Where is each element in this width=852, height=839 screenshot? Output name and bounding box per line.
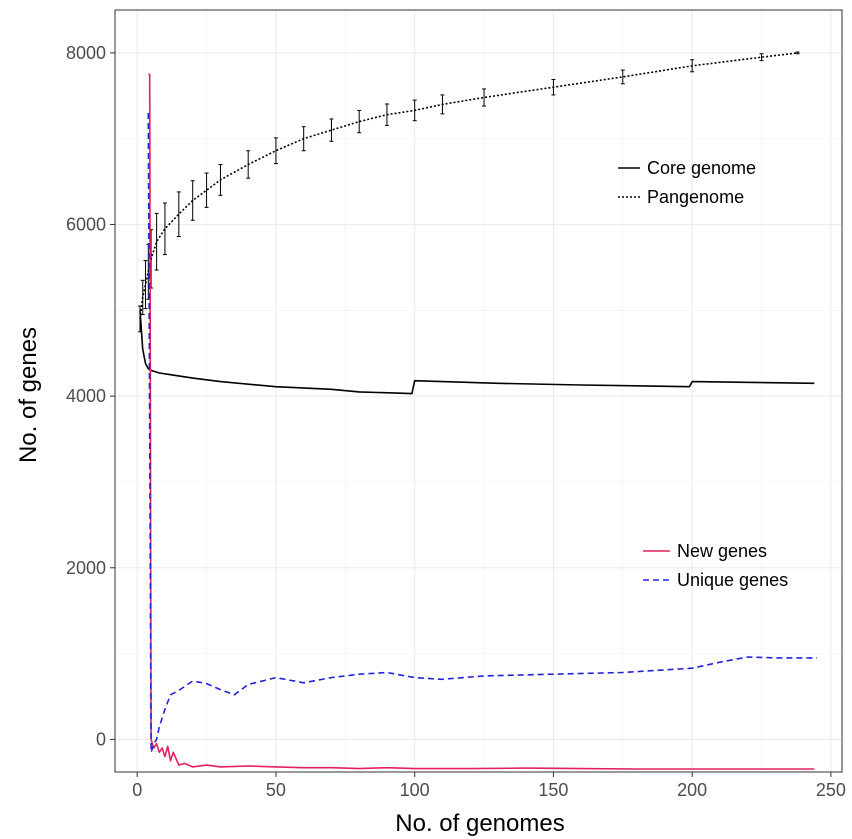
legend-pan-label: Pangenome (647, 187, 744, 207)
core-line (139, 310, 815, 395)
legend-bottom: New genes Unique genes (643, 541, 788, 590)
x-tick-label: 0 (132, 780, 142, 800)
x-tick-label: 200 (677, 780, 707, 800)
y-tick-label: 6000 (66, 215, 106, 235)
y-tick-label: 4000 (66, 386, 106, 406)
grid (115, 10, 842, 772)
panel-border (114, 9, 843, 773)
legend-new-label: New genes (677, 541, 767, 561)
x-tick-label: 100 (400, 780, 430, 800)
panel-background (115, 10, 842, 772)
x-axis-title: No. of genomes (395, 810, 564, 837)
pan-line (139, 52, 798, 320)
y-tick-label: 2000 (66, 558, 106, 578)
x-tick-label: 50 (266, 780, 286, 800)
unique-line (147, 112, 817, 754)
y-tick-label: 0 (96, 729, 106, 749)
legend-core-label: Core genome (647, 158, 756, 178)
series-layer (137, 51, 817, 770)
y-tick-label: 8000 (66, 43, 106, 63)
legend-top: Core genome Pangenome (618, 158, 756, 207)
axes: 0 50 100 150 200 250 0 2000 4000 6000 8000 (66, 43, 846, 800)
legend-unique-label: Unique genes (677, 570, 788, 590)
x-tick-label: 250 (816, 780, 846, 800)
new-line (148, 73, 815, 770)
y-axis-title: No. of genes (15, 327, 42, 463)
x-tick-label: 150 (538, 780, 568, 800)
